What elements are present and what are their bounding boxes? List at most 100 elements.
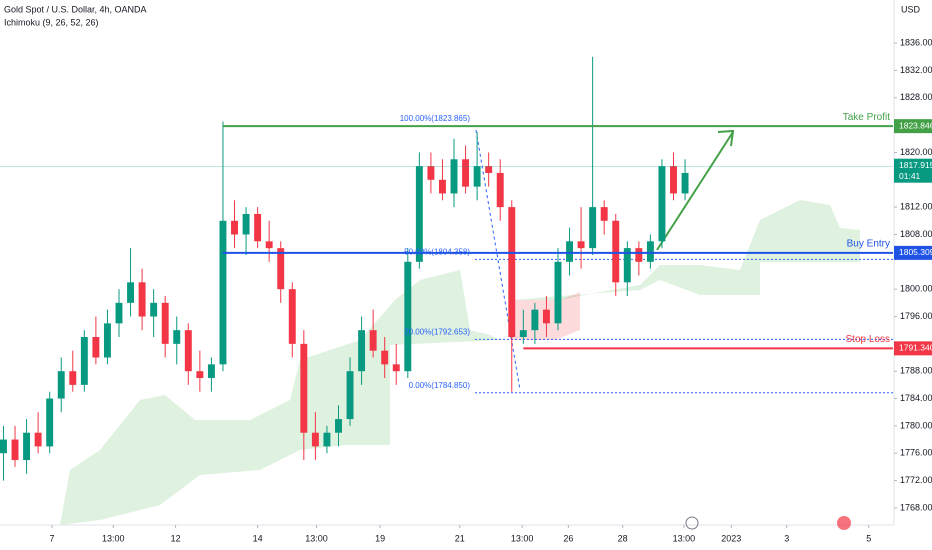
- candle-body: [415, 166, 423, 262]
- fib-label: 0.00%(1784.850): [409, 381, 471, 390]
- candle-body: [612, 220, 620, 283]
- candle-body: [0, 439, 7, 454]
- candle-body: [392, 364, 400, 372]
- candle-body: [577, 241, 585, 249]
- candle-body: [658, 166, 666, 242]
- candle-body: [681, 172, 689, 194]
- y-tick-label: 1808.000: [900, 229, 932, 239]
- x-tick-label: 14: [253, 533, 263, 543]
- candle-body: [127, 282, 135, 303]
- candle-body: [196, 371, 204, 379]
- candle-body: [381, 350, 389, 365]
- candle-body: [438, 179, 446, 194]
- candle-body: [34, 432, 42, 447]
- y-tick-label: 1800.000: [900, 284, 932, 294]
- y-tick-label: 1776.000: [900, 448, 932, 458]
- level-name: Stop Loss: [846, 334, 890, 345]
- y-tick-label: 1788.000: [900, 366, 932, 376]
- candle-body: [311, 432, 319, 447]
- y-tick-label: 1796.000: [900, 311, 932, 321]
- candle-body: [69, 371, 77, 385]
- candle-body: [531, 309, 539, 331]
- candle-body: [277, 248, 285, 290]
- candle-body: [11, 439, 19, 461]
- price-tag: [894, 119, 932, 134]
- x-tick-label: 28: [618, 533, 628, 543]
- candle-body: [358, 330, 366, 372]
- y-tick-label: 1832.000: [900, 65, 932, 75]
- candle-body: [207, 364, 215, 379]
- candle-body: [462, 159, 470, 187]
- x-tick-label: 2023: [721, 533, 741, 543]
- candle-body: [161, 302, 169, 344]
- currency-label: USD: [901, 4, 921, 14]
- indicator-label: Ichimoku (9, 26, 52, 26): [4, 17, 99, 27]
- x-tick-label: 13:00: [305, 533, 328, 543]
- candle-body: [427, 166, 435, 180]
- candle-body: [404, 261, 412, 372]
- x-tick-label: 21: [455, 533, 465, 543]
- candle-body: [600, 207, 608, 221]
- candle-body: [150, 302, 158, 317]
- fib-label: 20.00%(1792.653): [404, 327, 470, 336]
- y-tick-label: 1784.000: [900, 393, 932, 403]
- candle-body: [335, 419, 342, 433]
- level-name: Take Profit: [843, 112, 890, 123]
- x-tick-label: 13:00: [673, 533, 696, 543]
- x-tick-label: 13:00: [511, 533, 534, 543]
- x-tick-label: 19: [375, 533, 385, 543]
- fib-trend-line: [475, 129, 521, 391]
- ichimoku-cloud: [510, 200, 860, 300]
- price-tag-label: 1823.846: [899, 120, 932, 130]
- last-price-label: 1817.915: [899, 160, 932, 170]
- candle-body: [519, 330, 527, 338]
- candle-body: [103, 323, 111, 358]
- candle-body: [542, 309, 550, 324]
- candle-body: [623, 248, 631, 283]
- candle-body: [231, 220, 238, 235]
- price-tag: [894, 341, 932, 356]
- y-tick-label: 1772.000: [900, 475, 932, 485]
- x-tick-label: 5: [866, 533, 871, 543]
- candle-body: [138, 282, 146, 317]
- candle-body: [57, 371, 65, 399]
- fib-label: 100.00%(1823.865): [400, 114, 471, 123]
- candle-body: [473, 166, 481, 187]
- x-tick-label: 7: [49, 533, 54, 543]
- candle-body: [508, 207, 516, 338]
- event-icon[interactable]: [685, 516, 699, 530]
- y-tick-label: 1780.000: [900, 420, 932, 430]
- candle-body: [566, 241, 573, 262]
- x-tick-label: 3: [784, 533, 789, 543]
- level-name: Buy Entry: [847, 239, 890, 250]
- candle-body: [589, 207, 597, 249]
- candle-body: [346, 371, 354, 420]
- candle-body: [219, 220, 227, 365]
- x-tick-label: 26: [563, 533, 573, 543]
- countdown-label: 01:41: [899, 171, 921, 181]
- candle-body: [23, 432, 31, 461]
- candle-body: [300, 343, 308, 433]
- y-tick-label: 1820.000: [900, 147, 932, 157]
- candle-body: [288, 289, 296, 344]
- candle-body: [46, 398, 54, 447]
- candle-body: [265, 241, 273, 249]
- price-tag: [894, 245, 932, 260]
- candle-body: [115, 302, 123, 324]
- candle-body: [496, 172, 504, 208]
- ichimoku-cloud: [60, 270, 500, 525]
- chart-title: Gold Spot / U.S. Dollar, 4h, OANDA: [4, 4, 147, 14]
- candle-body: [92, 337, 100, 358]
- x-tick-label: 12: [171, 533, 181, 543]
- candle-body: [635, 248, 643, 262]
- candle-body: [369, 330, 377, 351]
- last-price-tag: [894, 158, 932, 183]
- y-tick-label: 1768.000: [900, 502, 932, 512]
- flag-icon[interactable]: [837, 516, 851, 530]
- y-tick-label: 1812.000: [900, 202, 932, 212]
- candle-body: [80, 337, 88, 385]
- candle-body: [554, 261, 562, 324]
- candle-body: [323, 432, 331, 447]
- candle-body: [184, 330, 192, 372]
